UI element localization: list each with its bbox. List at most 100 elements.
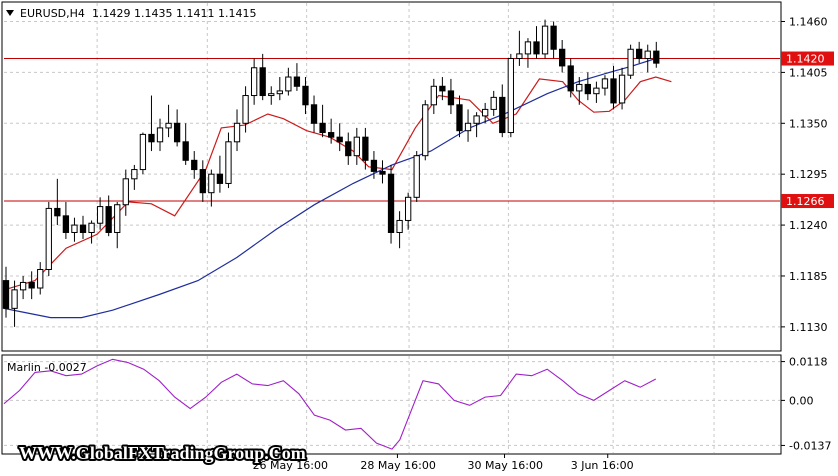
candle-body-bull (644, 50, 651, 60)
candle-41 (353, 127, 360, 165)
candle-4 (37, 262, 44, 295)
candle-62 (533, 26, 540, 59)
y-tick-label: 1.1130 (789, 321, 828, 334)
candle-71 (610, 65, 617, 110)
candle-59 (507, 53, 514, 138)
candle-body-bear (79, 224, 87, 233)
candle-3 (28, 271, 35, 300)
candle-75 (644, 44, 651, 73)
candle-11 (96, 197, 104, 230)
candle-body-bear (499, 96, 506, 134)
candle-20 (173, 109, 181, 147)
svg-text:WWW.GlobalFXTradingGroup.Com: WWW.GlobalFXTradingGroup.Com (19, 443, 306, 463)
y-tick-label: 1.1460 (789, 16, 828, 29)
candle-65 (559, 40, 566, 73)
candle-23 (199, 160, 206, 202)
x-tick-label: 28 May 16:00 (360, 459, 435, 472)
candle-body-bear (387, 173, 395, 233)
candle-body-bull (131, 169, 138, 180)
candle-39 (336, 123, 343, 152)
price-axis[interactable]: 1.1460 1.1405 1.1350 1.1295 1.1240 1.1185 1.11… (781, 16, 834, 334)
candle-body-bull (71, 224, 78, 233)
candle-0 (2, 266, 10, 318)
candle-body-bull (156, 127, 164, 143)
candle-50 (430, 78, 437, 115)
candle-body-bull (96, 206, 104, 224)
candle-body-bear (54, 207, 61, 217)
candle-37 (319, 104, 326, 138)
candle-33 (285, 67, 292, 96)
candle-body-bull (268, 93, 275, 97)
candle-body-bull (225, 141, 232, 184)
time-axis: 26 May 16:00 28 May 16:00 30 May 16:00 3 Ju… (253, 454, 634, 472)
candle-body-bear (182, 141, 189, 161)
candle-16 (139, 132, 147, 175)
candle-body-bull (19, 281, 27, 291)
candle-body-bull (37, 268, 44, 289)
candle-9 (79, 215, 87, 239)
candles (2, 19, 660, 327)
candle-body-bull (430, 85, 437, 106)
candle-body-bull (396, 219, 403, 233)
candle-31 (268, 86, 275, 105)
candle-body-bear (439, 85, 446, 92)
candle-body-bull (165, 122, 172, 129)
watermark-text: WWW.GlobalFXTradingGroup.Com (19, 443, 306, 463)
ind-tick-label: 0.0118 (789, 356, 828, 369)
candle-body-bear (584, 83, 591, 95)
candle-45 (387, 164, 395, 244)
candle-54 (464, 109, 472, 142)
candle-body-bull (524, 41, 532, 55)
candle-body-bull (507, 58, 514, 134)
candle-body-bull (114, 204, 121, 233)
candle-46 (396, 211, 403, 249)
candle-24 (208, 169, 215, 207)
candle-30 (259, 53, 266, 101)
candle-body-bull (576, 83, 583, 92)
candle-body-bear (216, 173, 224, 184)
candle-7 (62, 201, 70, 239)
candle-67 (576, 77, 583, 105)
candle-body-bear (148, 133, 155, 143)
candle-57 (490, 90, 497, 116)
candle-38 (327, 118, 335, 144)
candle-53 (456, 95, 463, 138)
candle-body-bull (139, 133, 147, 171)
candle-body-bull (11, 289, 18, 309)
candle-body-bear (610, 78, 617, 104)
grid-indicator (4, 356, 780, 453)
candle-body-bear (550, 25, 557, 50)
y-tick-label: 1.1405 (789, 66, 828, 79)
candle-49 (422, 100, 429, 161)
candle-22 (191, 151, 198, 179)
candle-60 (516, 30, 523, 66)
candle-body-bear (199, 169, 206, 194)
candle-32 (276, 77, 283, 101)
candle-26 (225, 132, 232, 189)
candle-body-bull (516, 53, 523, 60)
candle-70 (601, 75, 609, 96)
candle-body-bear (319, 122, 326, 134)
candle-body-bull (404, 196, 412, 221)
ind-tick-label: 0.00 (789, 394, 814, 407)
ind-tick-label: -0.0137 (789, 439, 831, 452)
candle-68 (584, 72, 591, 101)
level-price-tag[interactable] (781, 194, 834, 209)
candle-body-bull (250, 67, 258, 97)
candle-body-bull (618, 74, 626, 104)
candle-body-bull (208, 173, 215, 194)
candle-body-bear (567, 65, 574, 92)
x-tick-label: 26 May 16:00 (253, 459, 328, 472)
candle-body-bull (490, 96, 497, 110)
red-ma-line (3, 76, 672, 291)
level-price-tag[interactable] (781, 51, 834, 66)
level-price-label: 1.1266 (786, 195, 825, 208)
symbol-dropdown-icon[interactable] (6, 10, 14, 16)
symbol-title: EURUSD,H4 (20, 7, 85, 20)
candle-body-bear (327, 132, 335, 138)
candle-12 (105, 195, 112, 237)
candle-61 (524, 38, 532, 68)
candle-47 (404, 192, 412, 230)
candle-body-bear (2, 280, 10, 309)
candle-body-bear (379, 170, 386, 175)
